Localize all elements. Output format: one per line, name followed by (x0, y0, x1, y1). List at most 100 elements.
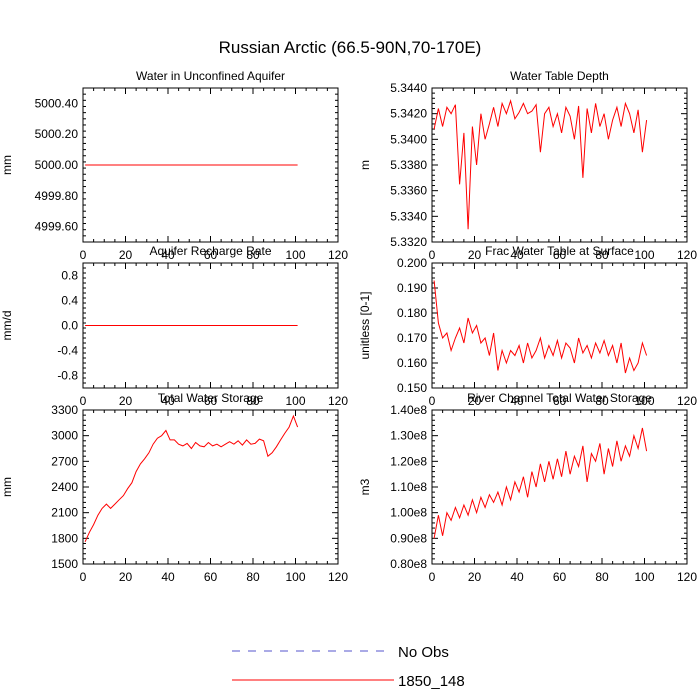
y-tick-label: 0.200 (397, 256, 427, 270)
panels: Water in Unconfined Aquifer 0 20 40 60 80 100 1… (0, 69, 697, 584)
y-axis-label: mm (0, 477, 14, 497)
chart-title: Total Water Storage (158, 391, 264, 405)
x-tick-label: 120 (677, 570, 697, 584)
y-tick-label: 5.3360 (390, 184, 427, 198)
y-tick-label: 2700 (51, 454, 78, 468)
y-tick-label: 5.3320 (390, 235, 427, 249)
x-tick-label: 80 (595, 248, 609, 262)
y-tick-label: 5000.20 (35, 127, 79, 141)
x-tick-label: 100 (634, 248, 654, 262)
y-tick-label: 0.8 (61, 269, 78, 283)
y-tick-label: 1.30e8 (390, 429, 427, 443)
x-tick-label: 120 (328, 394, 348, 408)
y-tick-label: 0.180 (397, 306, 427, 320)
x-tick-label: 80 (595, 570, 609, 584)
y-tick-label: 0.170 (397, 331, 427, 345)
y-tick-label: 3300 (51, 403, 78, 417)
x-tick-label: 20 (119, 570, 133, 584)
x-tick-label: 40 (510, 570, 524, 584)
x-tick-label: 0 (80, 248, 87, 262)
x-tick-label: 60 (553, 394, 567, 408)
y-tick-label: 1800 (51, 531, 78, 545)
x-tick-label: 60 (553, 248, 567, 262)
series-line-1850_148 (433, 98, 648, 230)
x-tick-label: 100 (634, 394, 654, 408)
y-tick-label: -0.8 (57, 369, 78, 383)
y-tick-label: 5.3340 (390, 209, 427, 223)
x-tick-label: 60 (204, 570, 218, 584)
y-tick-label: 0.0 (61, 319, 78, 333)
y-tick-label: 5.3440 (390, 81, 427, 95)
chart-title: Water Table Depth (510, 69, 609, 83)
x-tick-label: 40 (161, 394, 175, 408)
y-tick-label: 0.160 (397, 356, 427, 370)
x-tick-label: 60 (204, 248, 218, 262)
x-tick-label: 20 (468, 394, 482, 408)
plot-frame (431, 87, 688, 243)
x-tick-label: 100 (285, 248, 305, 262)
y-tick-label: 3000 (51, 429, 78, 443)
x-tick-label: 20 (468, 570, 482, 584)
y-tick-label: 0.90e8 (390, 531, 427, 545)
x-tick-label: 100 (634, 570, 654, 584)
x-tick-label: 120 (328, 248, 348, 262)
x-tick-label: 80 (595, 394, 609, 408)
y-tick-label: 1.10e8 (390, 480, 427, 494)
chart-title: Aquifer Recharge Rate (149, 244, 271, 258)
y-tick-label: 5000.40 (35, 96, 79, 110)
x-tick-label: 20 (468, 248, 482, 262)
chart-panel-4: Frac Water Table at Surface 0 20 40 60 80 100 1… (358, 244, 697, 408)
x-tick-label: 0 (429, 394, 436, 408)
y-tick-label: 0.150 (397, 381, 427, 395)
chart-panel-1: Water in Unconfined Aquifer 0 20 40 60 80 100 1… (0, 69, 348, 262)
x-tick-label: 20 (119, 394, 133, 408)
y-tick-label: 4999.60 (35, 220, 79, 234)
y-tick-label: 2400 (51, 480, 78, 494)
y-tick-label: 4999.80 (35, 189, 79, 203)
x-tick-label: 80 (246, 570, 260, 584)
series-line-1850_148 (84, 414, 299, 543)
y-axis-label: m3 (358, 478, 372, 495)
x-tick-label: 40 (510, 394, 524, 408)
y-axis-label: unitless [0-1] (358, 291, 372, 359)
chart-title: Frac Water Table at Surface (485, 244, 634, 258)
y-tick-label: -0.4 (57, 344, 78, 358)
x-tick-label: 120 (677, 394, 697, 408)
y-axis-label: mm/d (0, 311, 14, 341)
x-tick-label: 40 (161, 570, 175, 584)
x-tick-label: 0 (429, 248, 436, 262)
y-tick-label: 5.3400 (390, 132, 427, 146)
y-axis-label: mm (0, 155, 14, 175)
x-tick-label: 20 (119, 248, 133, 262)
legend: No Obs 1850_148 (232, 644, 465, 690)
x-tick-label: 120 (677, 248, 697, 262)
legend-label-no-obs: No Obs (398, 644, 449, 661)
chart-title: Water in Unconfined Aquifer (136, 69, 285, 83)
x-tick-label: 100 (285, 394, 305, 408)
chart-title: River Channel Total Water Storage (467, 391, 652, 405)
y-tick-label: 5000.00 (35, 158, 79, 172)
figure-title: Russian Arctic (66.5-90N,70-170E) (219, 38, 482, 57)
y-tick-label: 1500 (51, 557, 78, 571)
chart-panel-6: River Channel Total Water Storage 0 20 40 60… (358, 391, 697, 584)
chart-panel-3: Aquifer Recharge Rate 0 20 40 60 80 100 120 -0.8… (0, 244, 348, 408)
series-line-1850_148 (433, 427, 648, 539)
y-tick-label: 0.80e8 (390, 557, 427, 571)
x-tick-label: 40 (161, 248, 175, 262)
y-tick-label: 5.3380 (390, 158, 427, 172)
y-tick-label: 1.20e8 (390, 454, 427, 468)
y-tick-label: 1.40e8 (390, 403, 427, 417)
x-tick-label: 0 (80, 570, 87, 584)
x-tick-label: 60 (553, 570, 567, 584)
x-tick-label: 120 (328, 570, 348, 584)
x-tick-label: 40 (510, 248, 524, 262)
y-tick-label: 0.4 (61, 294, 78, 308)
y-tick-label: 5.3420 (390, 107, 427, 121)
y-axis-label: m (358, 160, 372, 170)
plot-frame (431, 409, 688, 565)
x-tick-label: 80 (246, 394, 260, 408)
series-line-1850_148 (433, 280, 648, 374)
y-tick-label: 2100 (51, 506, 78, 520)
y-tick-label: 0.190 (397, 281, 427, 295)
